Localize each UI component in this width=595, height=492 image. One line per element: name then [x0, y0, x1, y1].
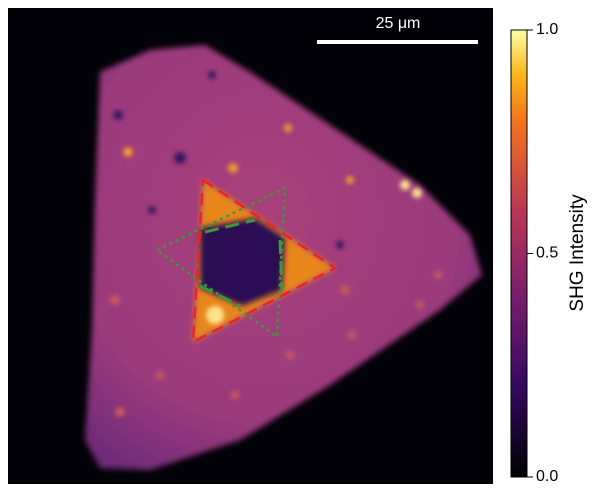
colorbar-tick-label: 1.0	[536, 21, 558, 38]
micrograph	[85, 45, 482, 470]
colorbar-label: SHG Intensity	[567, 194, 588, 312]
colorbar-ticks: 0.0 0.5 1.0	[527, 21, 558, 485]
colorbar-tick-label: 0.5	[536, 245, 558, 262]
scale-bar-label: 25 μm	[376, 15, 421, 32]
colorbar-tick-label: 0.0	[536, 468, 558, 485]
colorbar	[510, 29, 528, 478]
